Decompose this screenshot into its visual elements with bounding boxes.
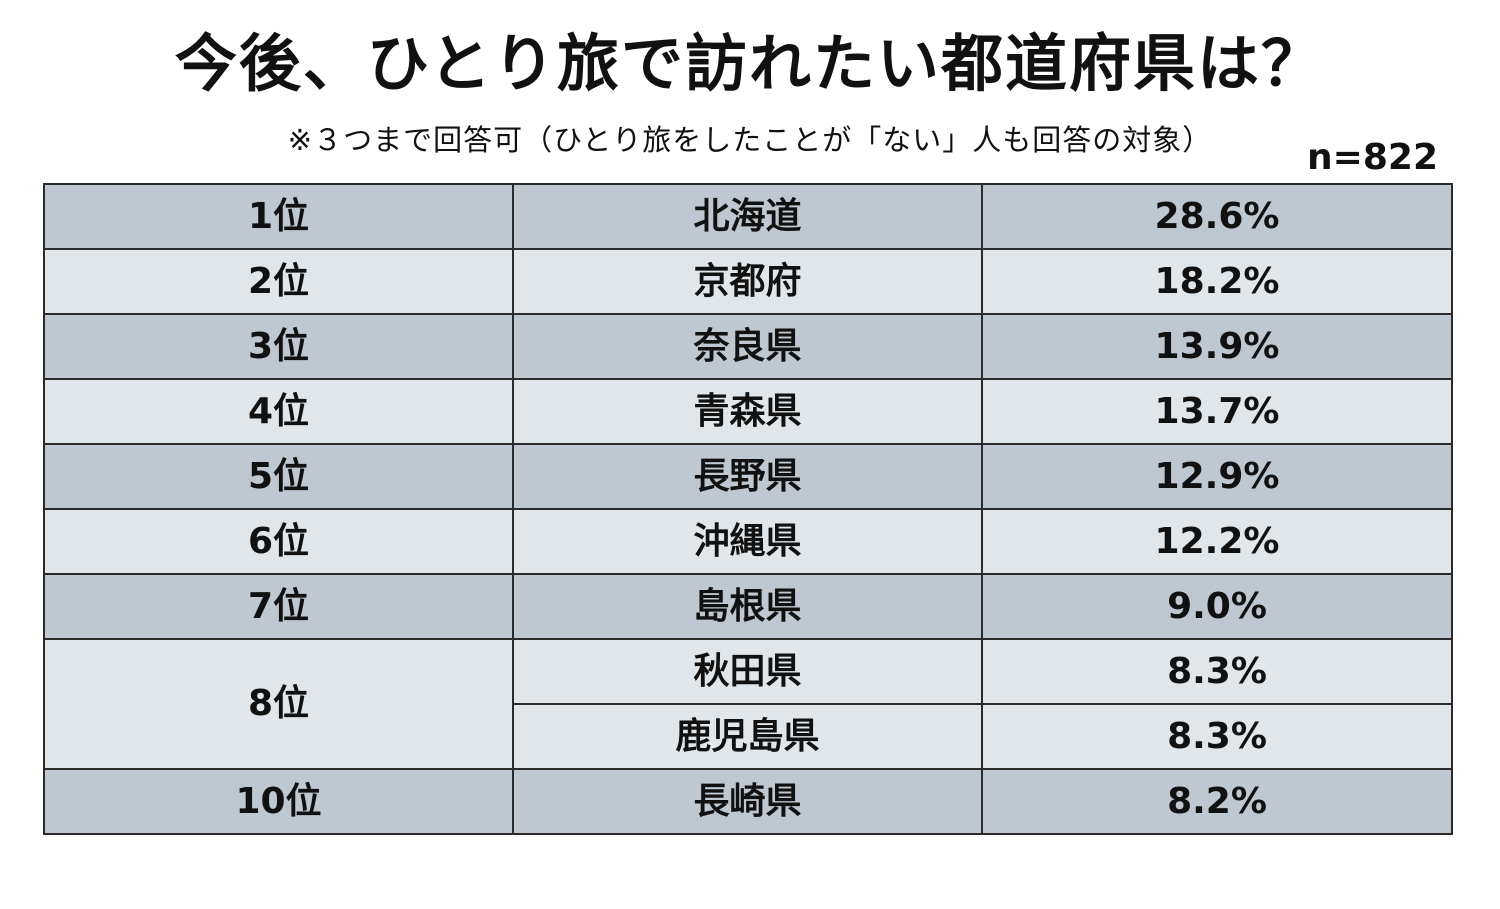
percent-cell: 28.6% [981,183,1453,250]
rank-cell: 3位 [43,313,514,380]
percent-cell: 13.9% [981,313,1453,380]
sample-size-label: n=822 [1307,137,1438,178]
rank-cell: 10位 [43,768,514,835]
prefecture-cell: 沖縄県 [512,508,983,575]
table-row: 3位 奈良県 13.9% [43,313,1453,380]
rank-cell: 7位 [43,573,514,640]
table-row: 2位 京都府 18.2% [43,248,1453,315]
percent-cell: 12.2% [981,508,1453,575]
prefecture-cell: 奈良県 [512,313,983,380]
ranking-table: 1位 北海道 28.6% 2位 京都府 18.2% 3位 奈良県 13.9% 4… [43,183,1453,835]
prefecture-cell: 北海道 [512,183,983,250]
rank-cell: 1位 [43,183,514,250]
table-row: 10位 長崎県 8.2% [43,768,1453,835]
percent-cell: 12.9% [981,443,1453,510]
prefecture-cell: 青森県 [512,378,983,445]
table-row: 5位 長野県 12.9% [43,443,1453,510]
prefecture-cell: 長野県 [512,443,983,510]
chart-title: 今後、ひとり旅で訪れたい都道府県は？ [174,27,1326,100]
table-row: 1位 北海道 28.6% [43,183,1453,250]
table-row: 4位 青森県 13.7% [43,378,1453,445]
rank-cell: 6位 [43,508,514,575]
prefecture-cell: 鹿児島県 [512,703,983,770]
percent-cell: 8.2% [981,768,1453,835]
table-row: 鹿児島県 8.3% [44,703,1453,770]
rank-cell: 5位 [43,443,514,510]
rank-cell: 2位 [43,248,514,315]
prefecture-cell: 秋田県 [512,638,983,705]
percent-cell: 9.0% [981,573,1453,640]
table-row: 7位 島根県 9.0% [43,573,1453,640]
table-row: 8位 秋田県 8.3% [43,638,1453,770]
prefecture-cell: 京都府 [512,248,983,315]
percent-cell: 13.7% [981,378,1453,445]
prefecture-cell: 長崎県 [512,768,983,835]
rank-cell: 4位 [43,378,514,445]
rank-cell: 8位 [43,638,514,770]
percent-cell: 8.3% [981,638,1453,705]
chart-subtitle: ※３つまで回答可（ひとり旅をしたことが「ない」人も回答の対象） [287,123,1213,157]
table-row: 6位 沖縄県 12.2% [43,508,1453,575]
percent-cell: 8.3% [981,703,1453,770]
percent-cell: 18.2% [981,248,1453,315]
prefecture-cell: 島根県 [512,573,983,640]
